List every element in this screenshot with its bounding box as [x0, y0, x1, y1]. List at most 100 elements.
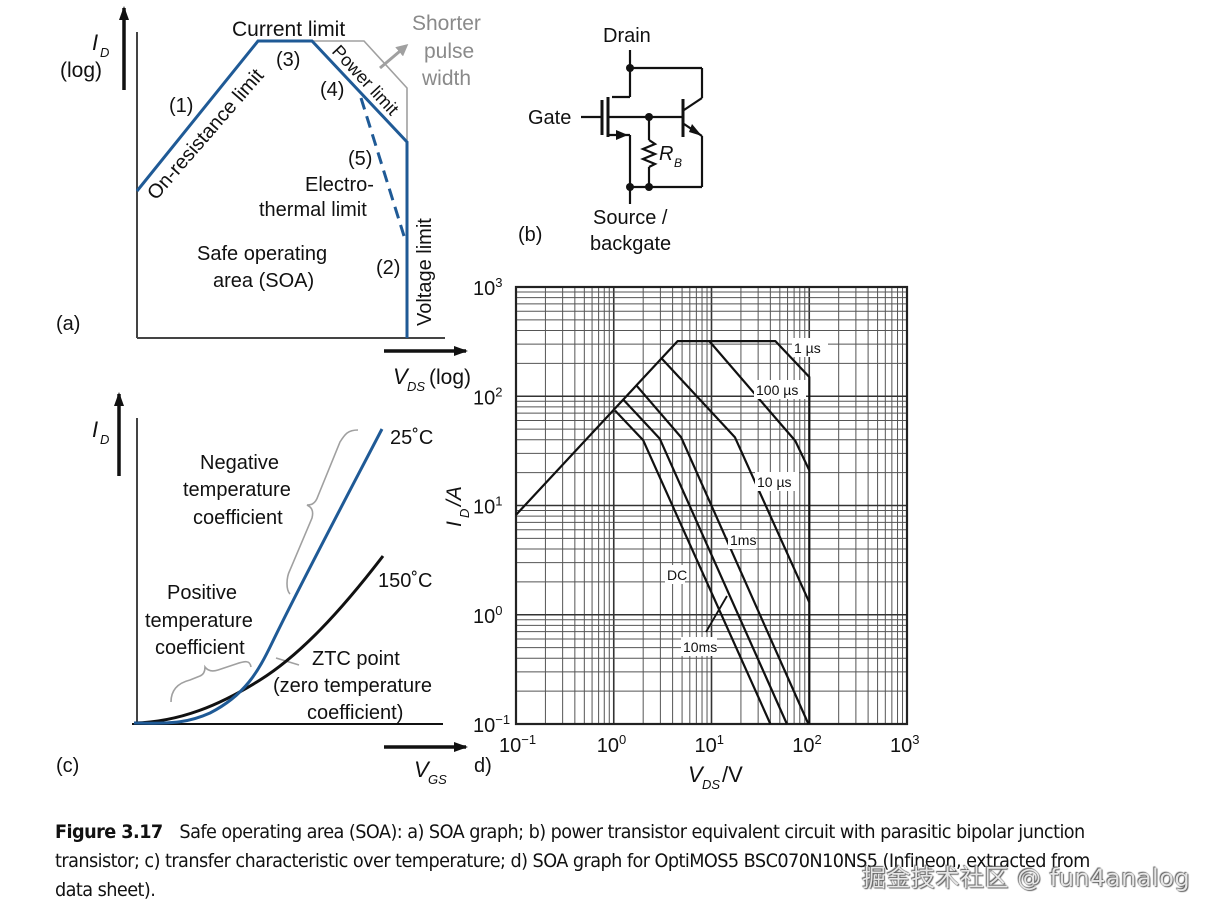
- annotation-bg: [681, 637, 717, 656]
- curve-25c: [133, 428, 384, 725]
- mosfet-source-arrow-icon: [616, 130, 628, 140]
- source-label-2: backgate: [590, 233, 671, 255]
- figure-number: Figure 3.17: [55, 821, 163, 843]
- series-line-1ms: [635, 384, 810, 725]
- label-n2: (2): [376, 257, 400, 279]
- soa-label-2: area (SOA): [213, 270, 314, 292]
- y-tick-label: 100: [473, 603, 502, 628]
- negative-coefficient-brace: [286, 429, 359, 595]
- negative-label-2: temperature: [183, 479, 291, 501]
- rb-bottom-node: [645, 183, 653, 191]
- panel-a-x-scale: (log): [429, 366, 471, 389]
- panel-c-label: (c): [56, 755, 79, 777]
- series-line-100-s: [708, 340, 811, 471]
- y-tick-label: 103: [473, 275, 502, 300]
- shorter-pulse-label-2: pulse: [424, 40, 474, 63]
- electrothermal-label-2: thermal limit: [259, 199, 367, 221]
- positive-label-1: Positive: [167, 582, 237, 604]
- annotation-bg: [754, 380, 806, 399]
- soa-ticks: 10−1 100 101 102 103 10−1 100 101 102 103: [473, 275, 919, 757]
- soa-xlabel-unit: /V: [722, 762, 743, 787]
- series-line-10-s: [660, 357, 811, 603]
- ten-ms-leader: [705, 595, 728, 633]
- x-tick-label: 100: [597, 732, 626, 757]
- ztc-label-1: ZTC point: [312, 648, 400, 670]
- rb-resistor: [640, 139, 658, 168]
- series-line-dc: [614, 409, 772, 725]
- plot-frame: [514, 285, 909, 726]
- series-line-1-s: [515, 340, 811, 724]
- voltage-limit-label: Voltage limit: [414, 218, 436, 326]
- soa-label-1: Safe operating: [197, 243, 327, 265]
- series-annotation: 100 µs: [756, 382, 798, 398]
- bjt-emitter-arrow-icon: [689, 124, 702, 136]
- current-limit-label: Current limit: [232, 18, 345, 41]
- panel-a-x-subscript: DS: [407, 379, 425, 394]
- label-n5: (5): [348, 148, 372, 170]
- positive-coefficient-brace: [170, 660, 252, 703]
- on-resistance-label: On-resistance limit: [143, 65, 269, 205]
- panel-a-y-symbol: I: [92, 30, 98, 55]
- gate-label: Gate: [528, 107, 571, 129]
- series-annotation: 10ms: [683, 639, 717, 655]
- series-annotation: 10 µs: [757, 474, 792, 490]
- figure-caption: Figure 3.17 Safe operating area (SOA): a)…: [55, 818, 1097, 905]
- shorter-pulse-arrow-icon: [379, 44, 409, 70]
- ztc-label-2: (zero temperature: [273, 675, 432, 697]
- panel-b-labels: Drain Gate R B Source / backgate (b): [518, 25, 682, 255]
- electrothermal-label-1: Electro-: [305, 174, 374, 196]
- series-annotation: DC: [667, 567, 687, 583]
- label-n1: (1): [169, 95, 193, 117]
- electrothermal-limit-line: [359, 97, 406, 237]
- y-tick-label: 10−1: [473, 712, 510, 737]
- positive-label-2: temperature: [145, 610, 253, 632]
- panel-b-label: (b): [518, 224, 542, 246]
- rb-subscript: B: [674, 156, 682, 170]
- panel-c: I D V GS 25˚C 150˚C Negative temperature…: [56, 392, 468, 787]
- curve-25c-label: 25˚C: [390, 427, 433, 449]
- soa-limit-line: [135, 39, 409, 338]
- y-tick-label: 102: [473, 384, 502, 409]
- series-line-10ms: [623, 399, 788, 725]
- drain-label: Drain: [603, 25, 651, 47]
- watermark: 掘金技术社区 @ fun4analog: [862, 864, 1191, 892]
- curve-150c: [133, 555, 385, 725]
- base-node: [645, 113, 653, 121]
- soa-ylabel-unit: /A: [443, 486, 466, 508]
- label-n4: (4): [320, 79, 344, 101]
- soa-xlabel-symbol: V: [688, 762, 705, 787]
- rb-symbol: R: [659, 143, 673, 165]
- y-tick-label: 101: [473, 494, 502, 519]
- caption-text: Safe operating area (SOA): a) SOA graph;…: [55, 821, 1090, 901]
- x-tick-label: 10−1: [499, 732, 536, 757]
- panel-c-x-symbol: V: [414, 757, 431, 782]
- panel-b: [581, 50, 704, 204]
- positive-label-3: coefficient: [155, 637, 245, 659]
- source-node: [626, 183, 634, 191]
- shorter-pulse-label-3: width: [421, 67, 471, 90]
- soa-annotations: 1 µs 100 µs 10 µs 1ms DC 10ms: [665, 338, 828, 656]
- panel-c-y-symbol: I: [92, 417, 98, 442]
- annotation-bg: [792, 338, 828, 357]
- negative-label-3: coefficient: [193, 507, 283, 529]
- soa-ylabel-symbol: I: [443, 521, 466, 527]
- annotation-bg: [665, 565, 685, 584]
- panel-d-label: d): [474, 755, 492, 777]
- x-tick-label: 101: [695, 732, 724, 757]
- ztc-label-3: coefficient): [307, 702, 403, 724]
- source-label-1: Source /: [593, 207, 668, 229]
- panel-a: I D (log) V DS (log) Current limit (3) (…: [56, 6, 481, 394]
- shorter-pulse-label-1: Shorter: [412, 12, 481, 35]
- panel-a-y-subscript: D: [100, 45, 109, 60]
- soa-xlabel-subscript: DS: [702, 777, 720, 792]
- panel-a-y-scale: (log): [60, 59, 102, 82]
- soa-ylabel-subscript: D: [457, 509, 472, 518]
- series-annotation: 1ms: [730, 532, 756, 548]
- x-tick-label: 102: [792, 732, 821, 757]
- annotation-bg: [755, 472, 799, 491]
- curve-150c-label: 150˚C: [378, 570, 432, 592]
- label-n3: (3): [276, 49, 300, 71]
- annotation-bg: [728, 530, 756, 549]
- panel-c-x-subscript: GS: [428, 772, 447, 787]
